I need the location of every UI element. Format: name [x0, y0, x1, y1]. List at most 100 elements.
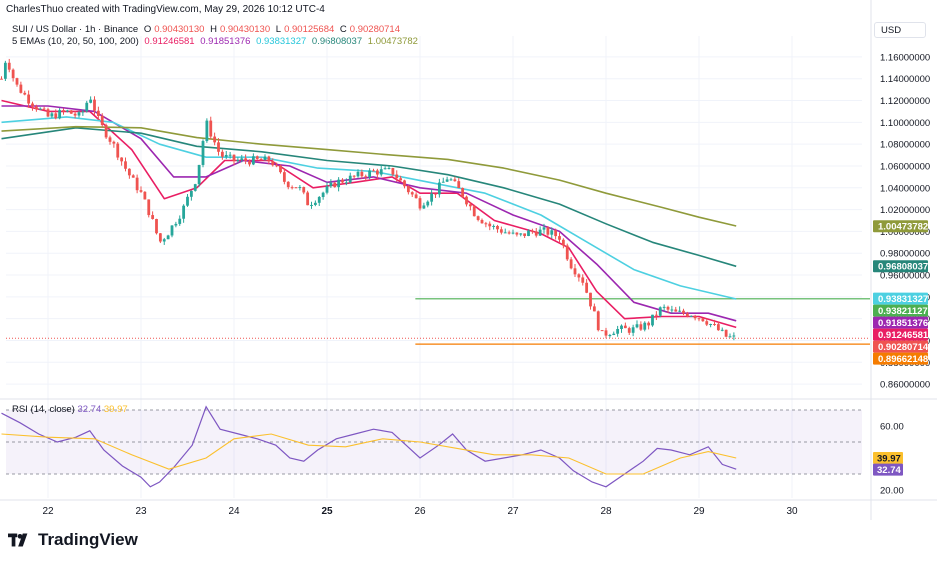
- candle-body: [306, 192, 310, 206]
- candle-body: [174, 223, 178, 226]
- candle-body: [275, 165, 279, 167]
- price-label-text: 0.89662148: [878, 354, 928, 365]
- time-tick-label: 28: [600, 506, 612, 517]
- candle-body: [631, 327, 635, 333]
- candle-body: [213, 136, 217, 143]
- candle-body: [461, 188, 465, 197]
- price-tick-label: 0.98000000: [880, 249, 930, 260]
- candle-body: [271, 161, 275, 166]
- open-label: O: [143, 24, 152, 35]
- ema200-value: 1.00473782: [367, 36, 418, 47]
- candle-body: [538, 229, 542, 236]
- candle-body: [499, 229, 503, 233]
- candle-body: [93, 99, 96, 111]
- candle-body: [259, 158, 263, 161]
- candle-body: [558, 236, 561, 240]
- candle-body: [65, 110, 69, 112]
- candle-body: [325, 186, 329, 193]
- candle-body: [248, 161, 251, 165]
- candle-body: [89, 99, 93, 103]
- ema-line: [1, 127, 737, 268]
- rsi-tick-label: 20.00: [880, 486, 904, 497]
- candle-body: [131, 175, 135, 178]
- ema10-value: 0.91246581: [144, 36, 195, 47]
- rsi-label-tag: [873, 463, 903, 476]
- candle-body: [410, 192, 414, 195]
- candle-body: [143, 191, 147, 200]
- candle-body: [488, 223, 492, 227]
- candle-body: [364, 176, 368, 178]
- ema-legend-label[interactable]: 5 EMAs (10, 20, 50, 100, 200): [12, 36, 139, 47]
- candle-body: [589, 292, 592, 307]
- candle-body: [716, 324, 720, 331]
- symbol-name[interactable]: SUI / US Dollar · 1h · Binance: [12, 24, 139, 35]
- candle-body: [69, 110, 73, 114]
- ema-line: [1, 105, 737, 322]
- candle-body: [457, 181, 461, 189]
- candle-body: [542, 227, 546, 230]
- candle-body: [492, 225, 496, 227]
- candle-body: [193, 184, 197, 191]
- candle-body: [155, 218, 158, 234]
- candle-body: [100, 115, 104, 126]
- candle-body: [251, 156, 255, 165]
- candle-body: [23, 92, 27, 95]
- candle-body: [577, 274, 581, 278]
- candle-body: [666, 306, 670, 310]
- candle-body: [662, 306, 666, 308]
- candle-body: [147, 199, 151, 216]
- candle-body: [313, 202, 317, 205]
- price-tick-label: 1.10000000: [880, 118, 930, 129]
- currency-selector[interactable]: USD: [874, 22, 926, 38]
- candle-body: [11, 69, 15, 79]
- candle-body: [585, 282, 589, 293]
- price-tick-label: 0.86000000: [880, 380, 930, 391]
- candle-body: [81, 111, 85, 113]
- candle-body: [682, 310, 685, 314]
- candle-body: [360, 171, 364, 177]
- rsi-line: [1, 405, 737, 488]
- price-label-tag: [873, 304, 928, 317]
- candle-body: [27, 94, 31, 104]
- candle-body: [38, 108, 42, 110]
- price-tick-label: 0.96000000: [880, 271, 930, 282]
- candle-body: [294, 187, 298, 189]
- candle-body: [689, 316, 693, 318]
- candle-body: [189, 190, 193, 197]
- candle-body: [643, 322, 647, 330]
- rsi-legend: RSI (14, close) 32.74 39.97: [12, 404, 128, 415]
- ema20-value: 0.91851376: [200, 36, 251, 47]
- candle-body: [127, 168, 131, 176]
- low-label: L: [275, 24, 282, 35]
- close-label: C: [339, 24, 347, 35]
- candle-body: [62, 110, 65, 112]
- candle-body: [31, 103, 34, 107]
- candle-body: [399, 178, 403, 181]
- candle-body: [3, 62, 7, 79]
- candle-body: [685, 313, 689, 317]
- candle-body: [372, 170, 375, 172]
- candle-body: [139, 190, 143, 192]
- candle-body: [236, 160, 240, 162]
- candle-body: [267, 156, 271, 162]
- candle-body: [651, 314, 654, 326]
- candle-body: [135, 177, 139, 191]
- candle-body: [302, 187, 306, 193]
- rsi-ma-label-text: 39.97: [877, 454, 901, 465]
- ema-line: [1, 99, 737, 329]
- candle-body: [0, 78, 3, 80]
- candle-body: [596, 311, 600, 331]
- candle-body: [507, 232, 511, 234]
- candle-body: [170, 225, 174, 236]
- candle-body: [116, 143, 120, 158]
- time-tick-label: 30: [786, 506, 798, 517]
- candle-body: [709, 324, 713, 326]
- candle-body: [104, 125, 108, 138]
- candle-body: [581, 277, 585, 283]
- rsi-legend-label[interactable]: RSI (14, close): [12, 404, 75, 415]
- candle-body: [298, 187, 302, 189]
- candle-body: [368, 170, 372, 177]
- candle-body: [205, 120, 209, 142]
- candle-body: [484, 223, 488, 225]
